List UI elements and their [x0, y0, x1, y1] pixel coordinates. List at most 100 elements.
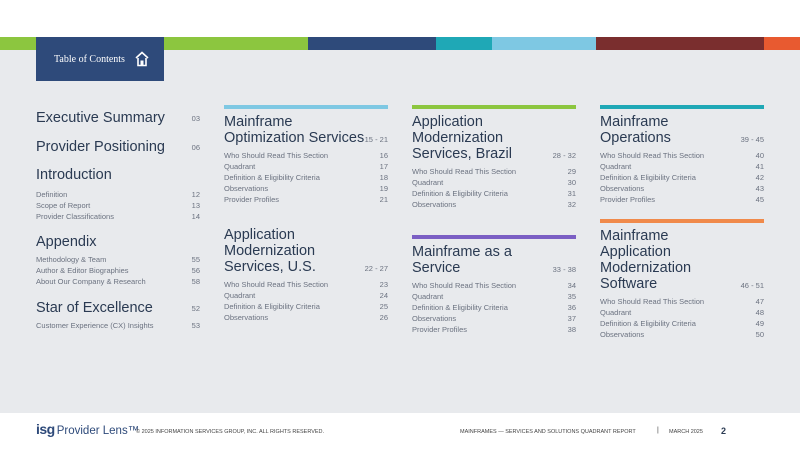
page-number: 26 — [379, 313, 388, 323]
item-label: Scope of Report — [36, 201, 91, 211]
page-number: 52 — [191, 303, 200, 313]
page-number: 2 — [721, 426, 727, 436]
toc-tab-label: Table of Contents — [54, 53, 125, 65]
list-item[interactable]: Author & Editor Biographies 56 — [36, 265, 200, 276]
page-number: 40 — [755, 151, 764, 160]
item-label: Quadrant — [224, 291, 256, 301]
item-label: Definition & Eligibility Criteria — [600, 319, 696, 329]
item-label: Observations — [600, 184, 645, 194]
list-item[interactable]: Definition & Eligibility Criteria 36 — [412, 302, 576, 313]
list-item[interactable]: Observations 43 — [600, 183, 764, 194]
page-number: 36 — [567, 303, 576, 313]
home-icon[interactable] — [135, 51, 149, 67]
page-number: 43 — [755, 184, 764, 194]
section-title[interactable]: Mainframe Application Modernization Soft… — [600, 228, 692, 292]
list-item[interactable]: Who Should Read This Section 40 — [600, 150, 764, 161]
list-item[interactable]: Provider Classifications 14 — [36, 211, 200, 222]
page-number: 53 — [191, 321, 200, 330]
item-label: Who Should Read This Section — [224, 151, 329, 160]
toc-entry-executive-summary[interactable]: Executive Summary 03 — [36, 110, 200, 126]
page-range: 15 - 21 — [364, 135, 388, 144]
item-label: Definition — [36, 190, 68, 199]
page-number: 37 — [567, 314, 576, 324]
list-item[interactable]: Who Should Read This Section 16 — [224, 150, 388, 161]
page-number: 47 — [755, 297, 764, 306]
page-number: 16 — [379, 151, 388, 160]
item-label: Quadrant — [600, 308, 632, 318]
page-number: 29 — [567, 167, 576, 176]
footer — [0, 413, 800, 450]
entry-title: Provider Positioning — [36, 139, 165, 155]
list-item[interactable]: Customer Experience (CX) Insights 53 — [36, 320, 200, 331]
list-item[interactable]: Scope of Report 13 — [36, 200, 200, 211]
section-title[interactable]: Mainframe Optimization Services — [224, 114, 365, 146]
toc-section-app-modernization-brazil: Application Modernization Services, Braz… — [412, 105, 576, 210]
list-item[interactable]: Provider Profiles 21 — [224, 194, 388, 205]
color-segment — [436, 37, 492, 50]
toc-section-mainframe-as-a-service: Mainframe as a Service 33 - 38 Who Shoul… — [412, 235, 576, 335]
color-segment — [492, 37, 596, 50]
logo-text: Provider Lens™ — [56, 425, 140, 437]
item-label: Author & Editor Biographies — [36, 266, 129, 276]
list-item[interactable]: Who Should Read This Section 34 — [412, 280, 576, 291]
copyright-text: © 2025 INFORMATION SERVICES GROUP, INC. … — [136, 429, 325, 435]
list-item[interactable]: Provider Profiles 45 — [600, 194, 764, 205]
item-label: Customer Experience (CX) Insights — [36, 321, 154, 330]
list-item[interactable]: Observations 37 — [412, 313, 576, 324]
list-item[interactable]: Definition & Eligibility Criteria 18 — [224, 172, 388, 183]
toc-section-mainframe-operations: Mainframe Operations 39 - 45 Who Should … — [600, 105, 764, 205]
page-number: 56 — [191, 266, 200, 276]
page-number: 19 — [379, 184, 388, 194]
list-item[interactable]: Who Should Read This Section 29 — [412, 166, 576, 177]
report-title: MAINFRAMES — SERVICES AND SOLUTIONS QUAD… — [460, 429, 636, 435]
item-label: Provider Profiles — [600, 195, 656, 205]
page-number: 49 — [755, 319, 764, 329]
section-title[interactable]: Application Modernization Services, Braz… — [412, 114, 512, 162]
list-item[interactable]: Who Should Read This Section 47 — [600, 296, 764, 307]
section-title[interactable]: Appendix — [36, 234, 97, 250]
list-item[interactable]: Observations 19 — [224, 183, 388, 194]
list-item[interactable]: Methodology & Team 55 — [36, 254, 200, 265]
toc-tab[interactable]: Table of Contents — [36, 37, 164, 81]
list-item[interactable]: Definition & Eligibility Criteria 49 — [600, 318, 764, 329]
list-item[interactable]: Quadrant 48 — [600, 307, 764, 318]
list-item[interactable]: About Our Company & Research 58 — [36, 276, 200, 287]
section-title[interactable]: Mainframe as a Service — [412, 244, 512, 276]
section-title[interactable]: Star of Excellence — [36, 300, 153, 316]
list-item[interactable]: Definition & Eligibility Criteria 31 — [412, 188, 576, 199]
page-number: 30 — [567, 178, 576, 188]
item-label: Observations — [224, 184, 269, 194]
footer-separator: | — [657, 427, 659, 434]
list-item[interactable]: Definition 12 — [36, 189, 200, 200]
item-label: Who Should Read This Section — [224, 280, 329, 289]
page-range: 28 - 32 — [552, 151, 576, 160]
toc-section-introduction: Introduction Definition 12 Scope of Repor… — [36, 167, 200, 222]
list-item[interactable]: Quadrant 17 — [224, 161, 388, 172]
list-item[interactable]: Definition & Eligibility Criteria 25 — [224, 301, 388, 312]
list-item[interactable]: Provider Profiles 38 — [412, 324, 576, 335]
item-label: Definition & Eligibility Criteria — [600, 173, 696, 183]
isg-logo[interactable]: isg Provider Lens™ — [36, 421, 139, 437]
item-label: Quadrant — [412, 292, 444, 302]
section-title[interactable]: Application Modernization Services, U.S. — [224, 227, 316, 275]
page-number: 23 — [379, 280, 388, 289]
item-label: Methodology & Team — [36, 255, 107, 264]
list-item[interactable]: Definition & Eligibility Criteria 42 — [600, 172, 764, 183]
list-item[interactable]: Observations 32 — [412, 199, 576, 210]
item-label: Definition & Eligibility Criteria — [412, 189, 508, 199]
section-accent-bar — [600, 105, 764, 109]
page-number: 14 — [191, 212, 200, 222]
list-item[interactable]: Quadrant 24 — [224, 290, 388, 301]
list-item[interactable]: Who Should Read This Section 23 — [224, 279, 388, 290]
section-title[interactable]: Mainframe Operations — [600, 114, 671, 146]
list-item[interactable]: Observations 26 — [224, 312, 388, 323]
toc-section-star-of-excellence: Star of Excellence 52 Customer Experienc… — [36, 300, 200, 331]
list-item[interactable]: Quadrant 41 — [600, 161, 764, 172]
toc-entry-provider-positioning[interactable]: Provider Positioning 06 — [36, 139, 200, 155]
section-title[interactable]: Introduction — [36, 167, 112, 183]
list-item[interactable]: Quadrant 35 — [412, 291, 576, 302]
item-label: Definition & Eligibility Criteria — [224, 173, 320, 183]
list-item[interactable]: Quadrant 30 — [412, 177, 576, 188]
page-number: 50 — [755, 330, 764, 340]
list-item[interactable]: Observations 50 — [600, 329, 764, 340]
